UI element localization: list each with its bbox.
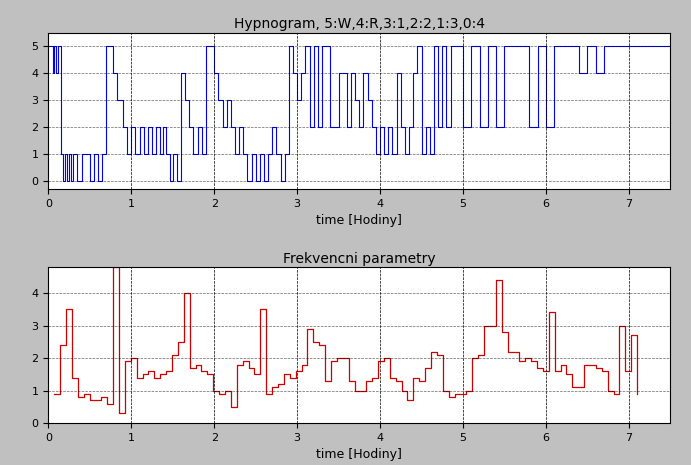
X-axis label: time [Hodiny]: time [Hodiny] bbox=[316, 214, 402, 227]
Title: Frekvencni parametry: Frekvencni parametry bbox=[283, 252, 435, 266]
X-axis label: time [Hodiny]: time [Hodiny] bbox=[316, 448, 402, 461]
Title: Hypnogram, 5:W,4:R,3:1,2:2,1:3,0:4: Hypnogram, 5:W,4:R,3:1,2:2,1:3,0:4 bbox=[234, 17, 485, 31]
